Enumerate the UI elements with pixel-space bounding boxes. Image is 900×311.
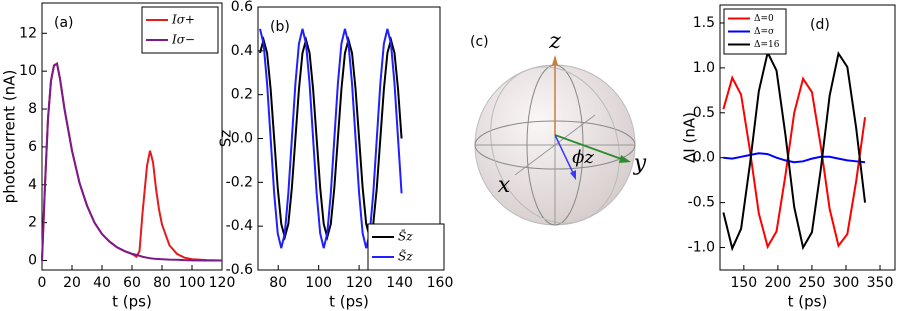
y-tick-label: 4 [28,177,37,193]
x-tick-label: 100 [179,275,206,291]
legend-label: Iσ− [171,33,195,47]
angle-label: ϕz [572,147,594,168]
x-axis-label: t (ps) [329,293,369,311]
series-line [722,49,867,252]
y-tick-label: 0.6 [231,0,253,15]
legend-label: S̄z [398,228,413,243]
x-tick-label: 80 [153,275,171,291]
y-tick-label: 8 [28,101,37,117]
legend-label: Iσ+ [171,13,195,27]
x-tick-label: 100 [305,275,332,291]
legend-label: Δ=σ [754,27,774,37]
plot-frame [719,4,896,271]
y-arrow [554,134,628,162]
axis-label-x: x [498,173,511,198]
panel-label: (b) [270,19,290,35]
legend: Δ=0 Δ=σ Δ=16 [723,8,787,55]
series-line [259,36,403,241]
y-axis-label: photocurrent (nA) [1,70,19,204]
legend-frame [141,6,219,54]
axis [514,114,596,176]
panel-label: (d) [810,17,830,33]
x-arrow [554,134,576,178]
meridian-2 [490,66,620,224]
y-tick-label: 1.5 [693,15,715,31]
y-tick-label: 0.0 [693,150,715,166]
y-axis-label: Sz [217,130,235,148]
x-tick-label: 140 [386,275,413,291]
y-tick-label: 1.0 [693,60,715,76]
y-tick-label: 2 [28,215,37,231]
y-tick-label: -0.5 [688,195,715,211]
x-tick-label: 120 [209,275,236,291]
x-tick-label: 80 [269,275,287,291]
series-line [41,61,223,262]
y-tick-label: -0.6 [226,262,253,278]
x-axis-label: t (ps) [112,293,152,311]
x-axis-label: t (ps) [788,293,828,311]
series-line [259,28,403,249]
x-tick-label: 200 [765,275,792,291]
y-tick-label: 0.2 [231,87,253,103]
legend: S̄z S̃z [367,223,445,271]
series-line [41,61,222,262]
panel-label: (a) [54,15,74,31]
legend-frame [367,223,445,271]
x-tick-label: 20 [63,275,81,291]
legend-label: Δ=16 [754,40,780,50]
x-arrowhead [570,170,576,180]
y-tick-label: 12 [19,25,37,41]
panel-label: (c) [470,34,489,50]
y-tick-label: 0.4 [231,43,253,59]
x-tick-label: 120 [346,275,373,291]
axis-label-z: z [548,29,561,54]
x-tick-label: 60 [123,275,141,291]
y-tick-label: -0.4 [226,218,253,234]
y-tick-label: 6 [28,139,37,155]
legend-label: Δ=0 [754,14,774,24]
y-axis-label: ΔI (nA) [681,112,699,163]
y-tick-label: 0.0 [231,131,253,147]
series-line [723,152,866,164]
y-tick-label: 0.5 [693,105,715,121]
y-tick-label: 10 [19,63,37,79]
series-line [722,75,867,250]
x-tick-label: 300 [833,275,860,291]
x-tick-label: 40 [93,275,111,291]
legend: Iσ+ Iσ− [141,6,219,54]
axis-label-y: y [633,151,647,176]
legend-label: S̃z [398,248,413,263]
x-tick-label: 350 [867,275,894,291]
y-tick-label: -0.2 [226,174,253,190]
x-tick-label: 160 [427,275,454,291]
y-tick-label: -1.0 [688,240,715,256]
y-tick-label: 0 [28,253,37,269]
x-tick-label: 250 [799,275,826,291]
z-arrowhead [552,55,558,65]
x-tick-label: 0 [38,275,47,291]
y-arrowhead [619,155,631,163]
x-tick-label: 150 [730,275,757,291]
